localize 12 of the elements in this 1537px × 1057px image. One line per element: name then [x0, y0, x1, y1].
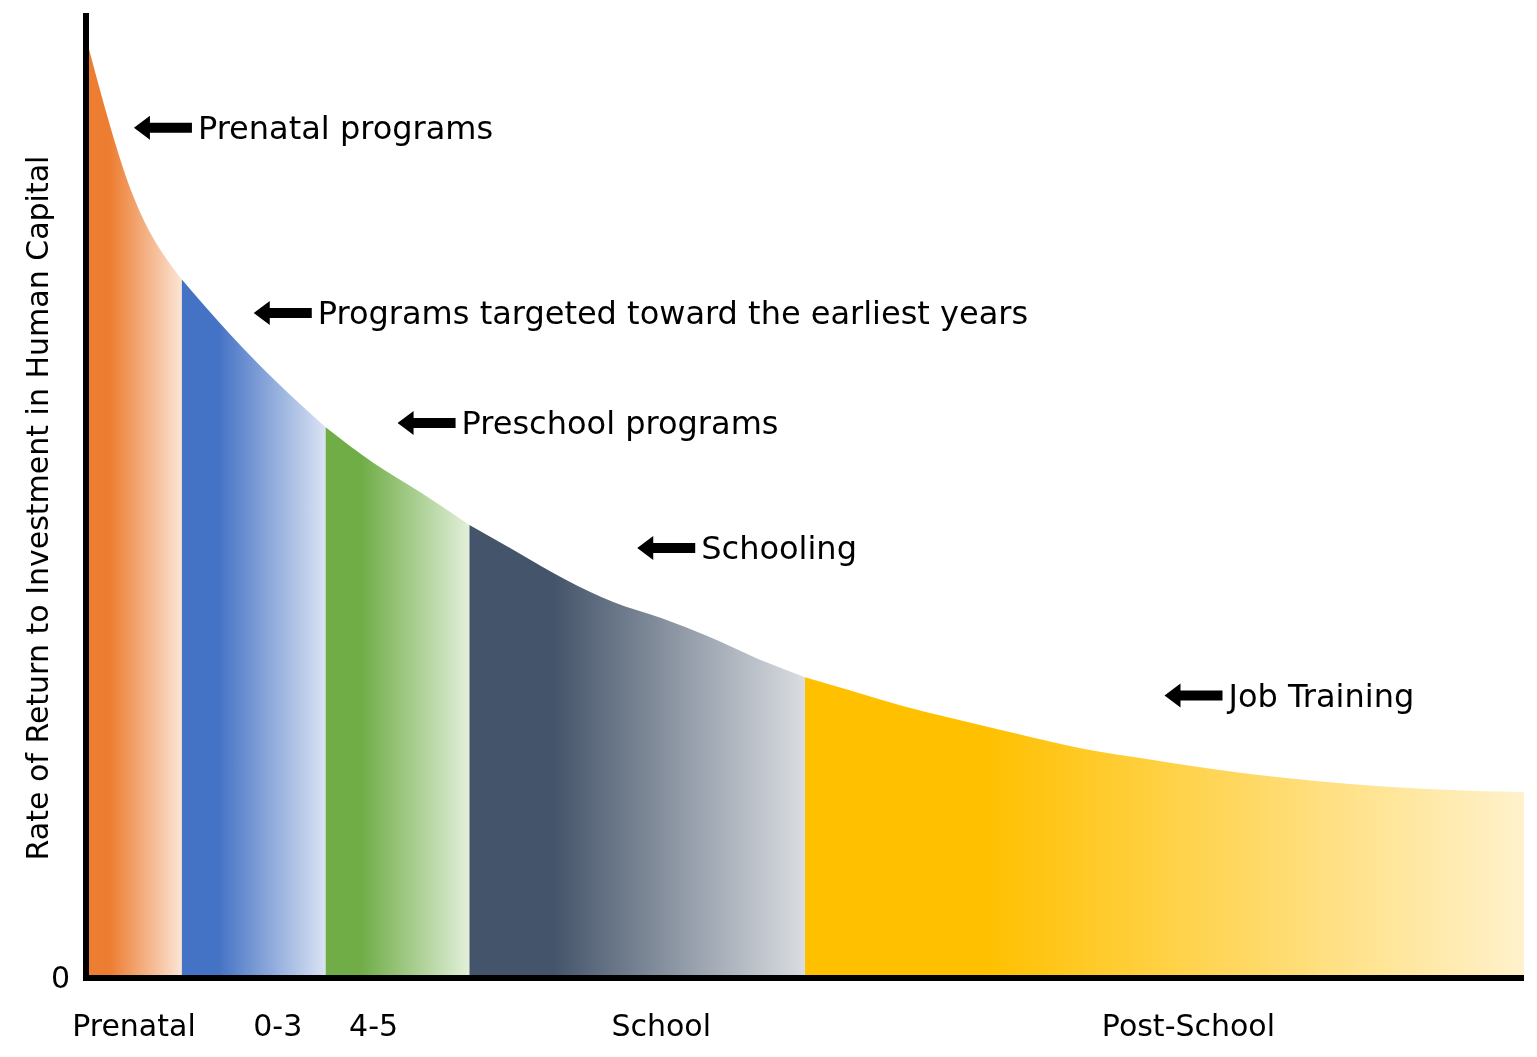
x-tick-label: 4-5	[349, 1008, 399, 1043]
annotation: Programs targeted toward the earliest years	[317, 293, 1029, 332]
x-tick-label: Post-School	[1101, 1008, 1276, 1043]
annotation: Job Training	[1226, 676, 1415, 715]
x-tick-label: Prenatal	[72, 1008, 196, 1043]
annotation: Prenatal programs	[197, 108, 494, 147]
x-tick-label: 0-3	[253, 1008, 303, 1043]
annotation: Preschool programs	[461, 403, 779, 442]
y-axis-title: Rate of Return to Investment in Human Capital	[20, 155, 55, 861]
annotation: Schooling	[701, 528, 857, 567]
text: 0	[50, 960, 70, 995]
x-tick-label: School	[611, 1008, 711, 1043]
